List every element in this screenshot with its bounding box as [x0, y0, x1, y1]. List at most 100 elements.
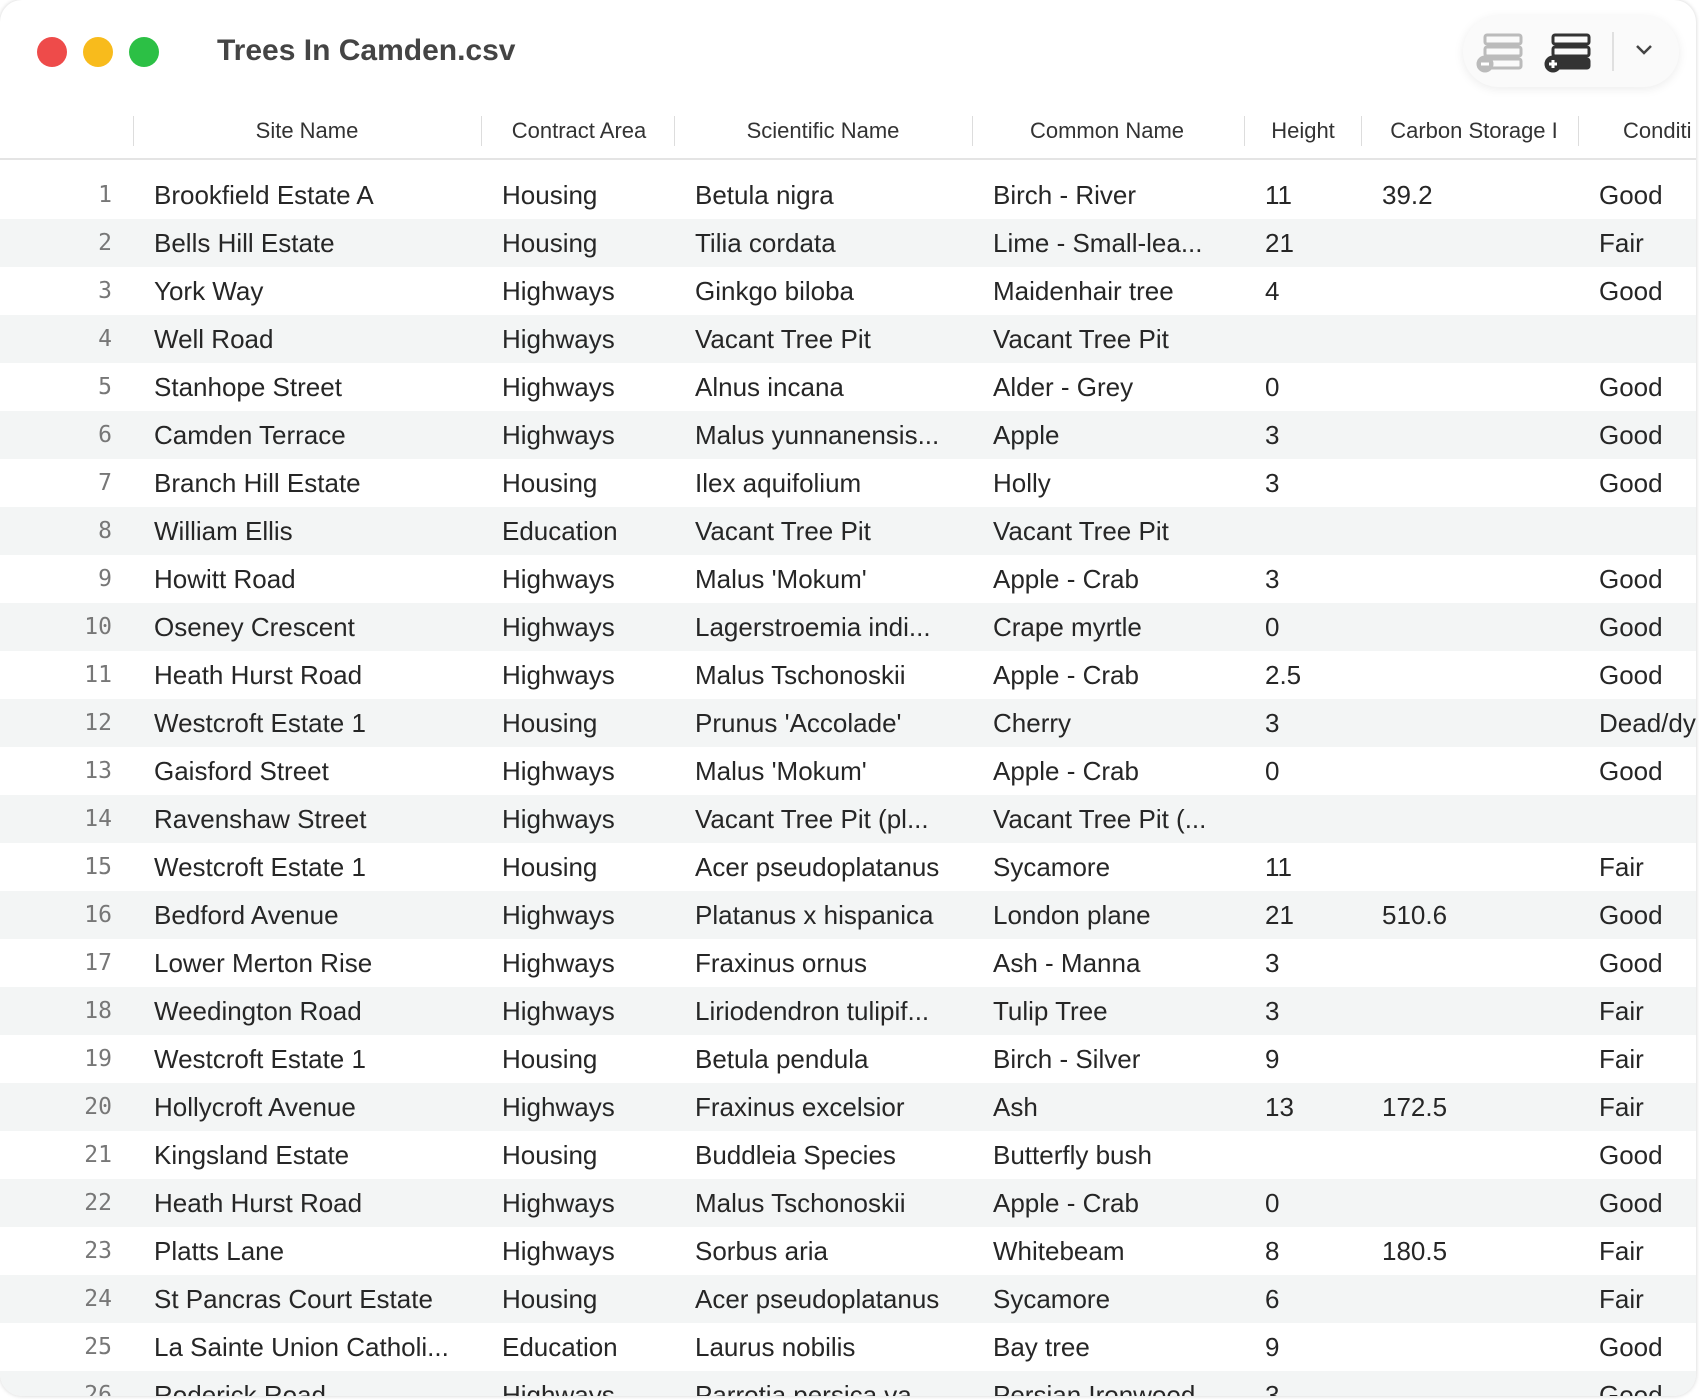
cell: Apple - Crab: [993, 756, 1139, 786]
column-header[interactable]: Height: [1271, 118, 1335, 143]
row-number: 17: [84, 950, 112, 976]
column-separator: [1361, 116, 1362, 146]
column-separator: [972, 116, 973, 146]
cell: Housing: [502, 468, 598, 498]
cell: 0: [1265, 1188, 1280, 1218]
cell: Butterfly bush: [993, 1140, 1152, 1170]
remove-row-button[interactable]: [1476, 33, 1523, 73]
cell: Ilex aquifolium: [695, 468, 862, 498]
cell: Lagerstroemia indi...: [695, 612, 931, 642]
cell: Oseney Crescent: [154, 612, 355, 642]
row: [0, 987, 1696, 1035]
close-button[interactable]: [37, 37, 67, 67]
column-separator: [674, 116, 675, 146]
row-number: 11: [84, 662, 112, 688]
row-number: 8: [98, 518, 112, 544]
cell: 11: [1265, 180, 1292, 210]
row: [0, 1323, 1696, 1371]
cell: Weedington Road: [154, 996, 362, 1026]
cell: Crape myrtle: [993, 612, 1142, 642]
column-header[interactable]: Common Name: [1029, 118, 1185, 143]
row-number: 6: [98, 422, 112, 448]
cell: Housing: [502, 228, 598, 258]
cell: 4: [1265, 276, 1280, 306]
cell: Highways: [502, 372, 615, 402]
cell: Bedford Avenue: [154, 900, 339, 930]
cell: Housing: [502, 1140, 598, 1170]
cell: Housing: [502, 708, 598, 738]
cell: 39.2: [1382, 180, 1433, 210]
column-header[interactable]: Scientific Name: [746, 118, 900, 143]
toolbar-icons: [1476, 32, 1652, 73]
cell: Highways: [502, 900, 615, 930]
cell: Housing: [502, 852, 598, 882]
row-number: 18: [84, 998, 112, 1024]
cell: Housing: [502, 1284, 598, 1314]
cell: London plane: [993, 900, 1151, 930]
cell: Malus 'Mokum': [695, 564, 867, 594]
cell: Highways: [502, 420, 615, 450]
cell: 3: [1265, 996, 1280, 1026]
cell: Bells Hill Estate: [154, 228, 335, 258]
cell: Fair: [1599, 1092, 1644, 1122]
column-separator: [1244, 116, 1245, 146]
zoom-button[interactable]: [129, 37, 159, 67]
cell: Fair: [1599, 1236, 1644, 1266]
column-header[interactable]: Carbon Storage I: [1390, 118, 1558, 143]
minimize-button[interactable]: [83, 37, 113, 67]
cell: Highways: [502, 948, 615, 978]
cell: Good: [1599, 372, 1663, 402]
cell: Lower Merton Rise: [154, 948, 373, 978]
cell: Malus 'Mokum': [695, 756, 867, 786]
column-header[interactable]: Site Name: [255, 118, 359, 143]
column-header[interactable]: Conditi: [1623, 118, 1692, 143]
cell: Sycamore: [993, 1284, 1111, 1314]
cell: Highways: [502, 1188, 615, 1218]
cell: 0: [1265, 756, 1280, 786]
row: [0, 1227, 1696, 1275]
row-number: 16: [84, 902, 112, 928]
cell: Brookfield Estate A: [154, 180, 374, 210]
cell: Holly: [993, 468, 1051, 498]
cell: Fair: [1599, 1044, 1644, 1074]
cell: Gaisford Street: [154, 756, 329, 786]
cell: Well Road: [154, 324, 274, 354]
cell: Fair: [1599, 228, 1644, 258]
row-number: 14: [84, 806, 112, 832]
header-divider: [0, 158, 1696, 160]
cell: 510.6: [1382, 900, 1448, 930]
row-number: 13: [84, 758, 112, 784]
cell: Persian Ironwood: [993, 1380, 1196, 1396]
cell: Vacant Tree Pit: [993, 516, 1169, 546]
cell: Acer pseudoplatanus: [695, 1284, 940, 1314]
cell: Vacant Tree Pit: [993, 324, 1169, 354]
cell: St Pancras Court Estate: [154, 1284, 433, 1314]
cell: Apple - Crab: [993, 564, 1139, 594]
column-header[interactable]: Contract Area: [511, 118, 647, 143]
cell: Apple - Crab: [993, 1188, 1139, 1218]
row: [0, 651, 1696, 699]
cell: Westcroft Estate 1: [154, 1044, 366, 1074]
cell: Good: [1599, 1140, 1663, 1170]
cell: Birch - Silver: [993, 1044, 1141, 1074]
cell: Alnus incana: [695, 372, 844, 402]
row: [0, 1083, 1696, 1131]
window-title: Trees In Camden.csv: [217, 34, 516, 67]
cell: Good: [1599, 1188, 1663, 1218]
row: [0, 939, 1696, 987]
cell: Camden Terrace: [154, 420, 346, 450]
cell: Heath Hurst Road: [154, 660, 363, 690]
row: [0, 891, 1696, 939]
cell: La Sainte Union Catholi...: [154, 1332, 449, 1362]
cell: Vacant Tree Pit: [695, 516, 871, 546]
add-row-button[interactable]: [1544, 33, 1591, 73]
cell: Ash: [993, 1092, 1038, 1122]
row-number: 5: [98, 374, 112, 400]
cell: 172.5: [1382, 1092, 1448, 1122]
cell: Highways: [502, 756, 615, 786]
cell: Hollycroft Avenue: [154, 1092, 356, 1122]
row: [0, 555, 1696, 603]
row-number: 7: [98, 470, 112, 496]
menu-button[interactable]: [1636, 45, 1652, 55]
